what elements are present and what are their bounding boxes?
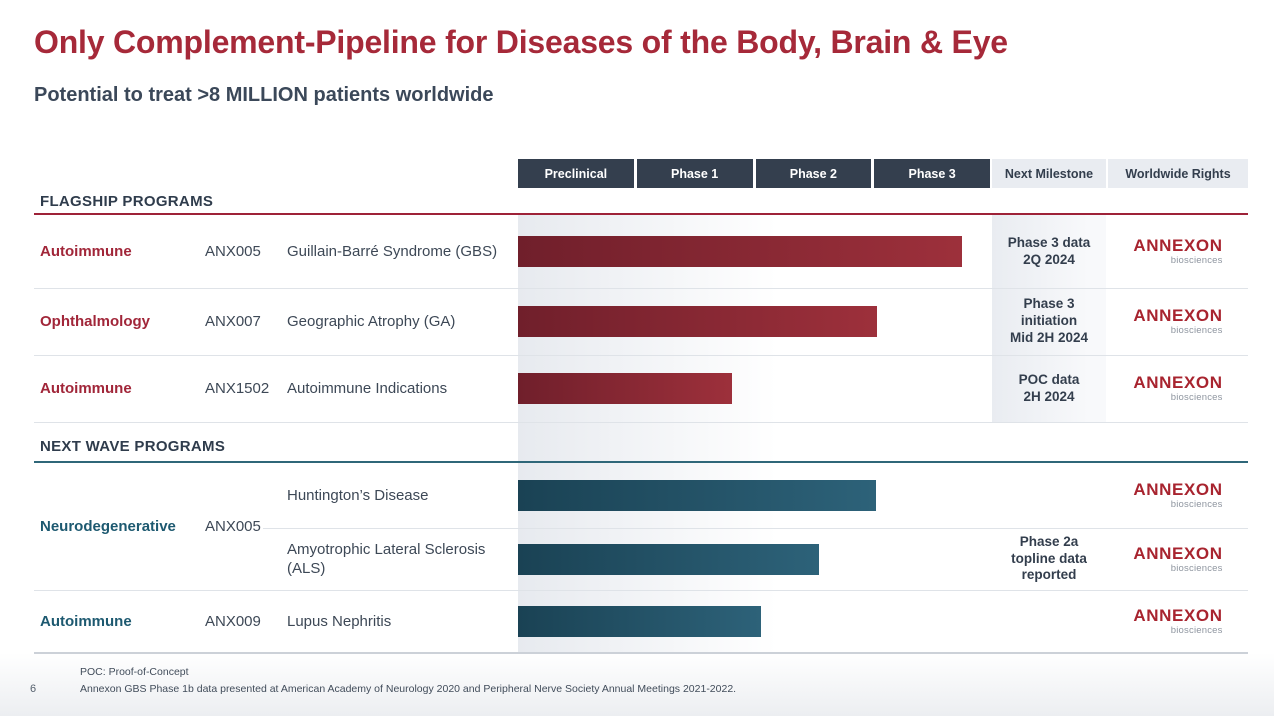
annexon-logo: ANNEXON biosciences <box>1133 374 1222 403</box>
annexon-logo-tagline: biosciences <box>1170 562 1223 574</box>
progress-bar-als <box>518 543 820 575</box>
row-program: ANX007 <box>205 313 261 330</box>
pipeline-row-als: Amyotrophic Lateral Sclerosis (ALS) Phas… <box>34 528 1248 590</box>
footnote-data-presented: Annexon GBS Phase 1b data presented at A… <box>80 683 737 695</box>
row-program: ANX005 <box>205 243 261 260</box>
section-separator <box>34 422 1248 423</box>
row-indication: Lupus Nephritis <box>287 612 392 630</box>
page-subtitle: Potential to treat >8 MILLION patients w… <box>34 84 494 106</box>
row-separator <box>34 355 1248 356</box>
phase-header-phase2: Phase 2 <box>755 159 872 188</box>
annexon-logo-wordmark: ANNEXON <box>1133 306 1223 325</box>
section-label-next-wave: NEXT WAVE PROGRAMS <box>40 438 226 455</box>
row-phase-track <box>518 355 990 422</box>
pipeline-row-lupus: Autoimmune ANX009 Lupus Nephritis ANNEXO… <box>34 590 1248 653</box>
progress-bar-gbs <box>518 236 962 267</box>
row-indication: Guillain-Barré Syndrome (GBS) <box>287 242 498 260</box>
row-separator <box>34 590 1248 591</box>
annexon-logo-wordmark: ANNEXON <box>1133 480 1223 499</box>
row-category: Autoimmune <box>40 243 132 260</box>
neurodegenerative-group-label: Neurodegenerative ANX005 <box>34 463 514 590</box>
pipeline-row-huntingtons: Huntington’s Disease ANNEXON biosciences <box>34 463 1248 528</box>
worldwide-rights-header: Worldwide Rights <box>1108 159 1248 188</box>
next-wave-accent-rule <box>34 461 1248 463</box>
group-program: ANX005 <box>205 518 261 535</box>
phase-header-phase1: Phase 1 <box>636 159 753 188</box>
row-separator <box>34 288 1248 289</box>
progress-bar-ga <box>518 306 877 337</box>
row-next-milestone: Phase 2a topline data reported <box>1011 533 1087 583</box>
row-category: Autoimmune <box>40 613 132 630</box>
row-next-milestone: Phase 3 data 2Q 2024 <box>1007 234 1091 267</box>
annexon-logo-tagline: biosciences <box>1170 499 1223 510</box>
row-phase-track <box>518 288 990 355</box>
next-milestone-header: Next Milestone <box>992 159 1106 188</box>
row-next-milestone: POC data 2H 2024 <box>1018 371 1080 404</box>
milestone-cell-background <box>992 355 1106 422</box>
row-indication: Autoimmune Indications <box>287 379 448 397</box>
progress-bar-anx1502 <box>518 373 732 404</box>
flagship-accent-rule <box>34 213 1248 215</box>
row-worldwide-rights: ANNEXON biosciences <box>1108 463 1248 528</box>
page-title: Only Complement-Pipeline for Diseases of… <box>34 24 1008 60</box>
annexon-logo-wordmark: ANNEXON <box>1133 373 1223 392</box>
section-label-flagship: FLAGSHIP PROGRAMS <box>40 193 214 210</box>
row-program: ANX1502 <box>205 380 270 397</box>
row-category: Autoimmune <box>40 380 132 397</box>
annexon-logo-tagline: biosciences <box>1170 325 1223 336</box>
row-phase-track <box>518 590 990 653</box>
annexon-logo-wordmark: ANNEXON <box>1133 606 1223 625</box>
annexon-logo-tagline: biosciences <box>1170 625 1223 636</box>
row-next-milestone: Phase 3 initiation Mid 2H 2024 <box>1009 296 1089 345</box>
row-phase-track <box>518 215 990 288</box>
row-worldwide-rights: ANNEXON biosciences <box>1108 355 1248 422</box>
pipeline-row-anx1502: Autoimmune ANX1502 Autoimmune Indication… <box>34 355 1248 422</box>
row-indication: Geographic Atrophy (GA) <box>287 312 456 330</box>
footnote-poc: POC: Proof-of-Concept <box>80 666 189 678</box>
row-worldwide-rights: ANNEXON biosciences <box>1108 590 1248 653</box>
row-worldwide-rights: ANNEXON biosciences <box>1108 215 1248 288</box>
group-category: Neurodegenerative <box>40 518 176 535</box>
row-indication: Huntington’s Disease <box>287 486 429 504</box>
phase-header-preclinical: Preclinical <box>518 159 634 188</box>
pipeline-row-ga: Ophthalmology ANX007 Geographic Atrophy … <box>34 288 1248 355</box>
annexon-logo-wordmark: ANNEXON <box>1133 543 1223 563</box>
annexon-logo: ANNEXON biosciences <box>1133 237 1222 266</box>
progress-bar-huntingtons <box>518 480 876 511</box>
row-worldwide-rights: ANNEXON biosciences <box>1108 288 1248 355</box>
row-indication: Amyotrophic Lateral Sclerosis (ALS) <box>287 540 486 578</box>
row-worldwide-rights: ANNEXON biosciences <box>1108 528 1248 590</box>
annexon-logo: ANNEXON biosciences <box>1133 607 1222 636</box>
phase-header-phase3: Phase 3 <box>874 159 990 188</box>
progress-bar-lupus <box>518 606 762 637</box>
milestone-cell-background <box>992 215 1106 288</box>
annexon-logo: ANNEXON biosciences <box>1133 545 1222 574</box>
annexon-logo-wordmark: ANNEXON <box>1133 236 1223 255</box>
footer-band <box>0 653 1274 716</box>
annexon-logo: ANNEXON biosciences <box>1133 481 1222 510</box>
phase-header-row: Preclinical Phase 1 Phase 2 Phase 3 <box>518 159 990 188</box>
row-phase-track <box>518 463 990 528</box>
page-number: 6 <box>30 683 37 695</box>
row-program: ANX009 <box>205 613 261 630</box>
annexon-logo: ANNEXON biosciences <box>1133 307 1222 336</box>
annexon-logo-tagline: biosciences <box>1170 392 1223 403</box>
row-phase-track <box>518 528 990 590</box>
row-separator-partial <box>263 528 1248 529</box>
table-bottom-rule <box>34 652 1248 654</box>
milestone-cell-background <box>992 288 1106 355</box>
pipeline-row-gbs: Autoimmune ANX005 Guillain-Barré Syndrom… <box>34 215 1248 288</box>
annexon-logo-tagline: biosciences <box>1170 255 1223 266</box>
row-category: Ophthalmology <box>40 313 150 330</box>
